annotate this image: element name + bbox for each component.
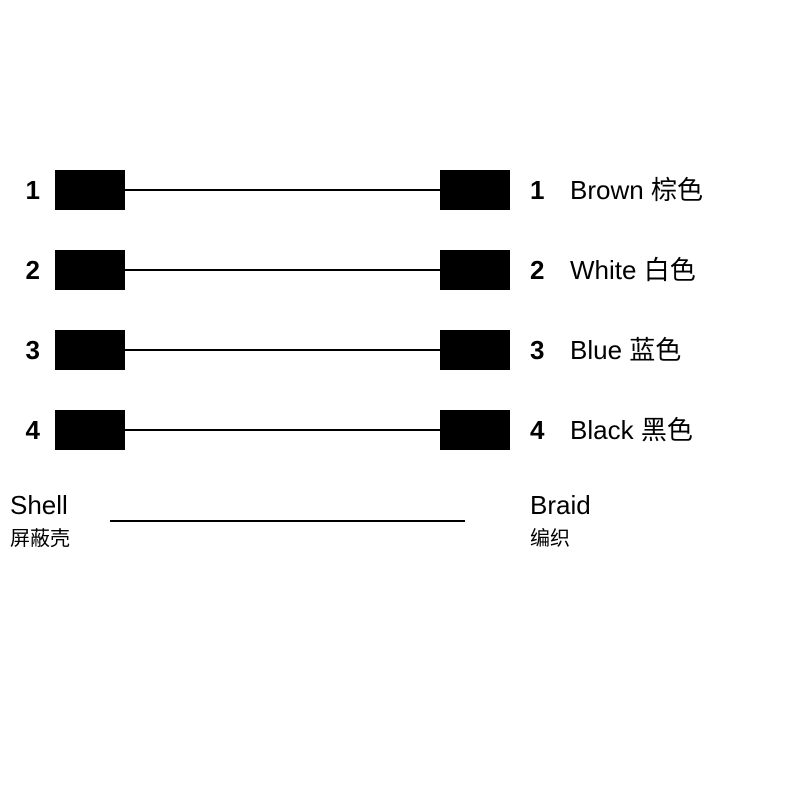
pin-right-number: 4	[530, 410, 560, 450]
terminal-right	[440, 410, 510, 450]
terminal-right	[440, 170, 510, 210]
pin-color-label: Brown 棕色	[570, 170, 703, 210]
wire	[125, 349, 440, 351]
wire	[125, 189, 440, 191]
shield-left-en: Shell	[10, 490, 68, 521]
pin-color-label: Blue 蓝色	[570, 330, 681, 370]
pin-left-number: 3	[10, 330, 40, 370]
shield-wire	[110, 520, 465, 522]
terminal-left	[55, 170, 125, 210]
pin-color-en: Blue	[570, 335, 622, 365]
pin-right-number: 3	[530, 330, 560, 370]
pin-left-number: 2	[10, 250, 40, 290]
terminal-left	[55, 410, 125, 450]
pin-left-number: 1	[10, 170, 40, 210]
shield-left-cn: 屏蔽壳	[10, 522, 70, 551]
wire	[125, 429, 440, 431]
pin-color-cn: 蓝色	[629, 335, 681, 365]
wiring-diagram: 1 1 Brown 棕色 2 2 White 白色 3 3 Blue 蓝色 4	[0, 0, 800, 800]
pin-color-label: White 白色	[570, 250, 696, 290]
pin-color-cn: 棕色	[651, 175, 703, 205]
pin-color-cn: 黑色	[641, 415, 693, 445]
pin-right-number: 1	[530, 170, 560, 210]
pin-color-en: Brown	[570, 175, 644, 205]
shield-right-cn: 编织	[530, 522, 570, 551]
terminal-right	[440, 330, 510, 370]
pin-color-en: Black	[570, 415, 634, 445]
pin-right-number: 2	[530, 250, 560, 290]
pin-row-4: 4 4 Black 黑色	[0, 410, 800, 450]
pin-color-label: Black 黑色	[570, 410, 693, 450]
terminal-left	[55, 250, 125, 290]
wire	[125, 269, 440, 271]
pin-left-number: 4	[10, 410, 40, 450]
terminal-right	[440, 250, 510, 290]
pin-row-3: 3 3 Blue 蓝色	[0, 330, 800, 370]
pin-color-cn: 白色	[644, 255, 696, 285]
terminal-left	[55, 330, 125, 370]
shield-right-en: Braid	[530, 490, 591, 521]
pin-color-en: White	[570, 255, 636, 285]
pin-row-2: 2 2 White 白色	[0, 250, 800, 290]
pin-row-1: 1 1 Brown 棕色	[0, 170, 800, 210]
